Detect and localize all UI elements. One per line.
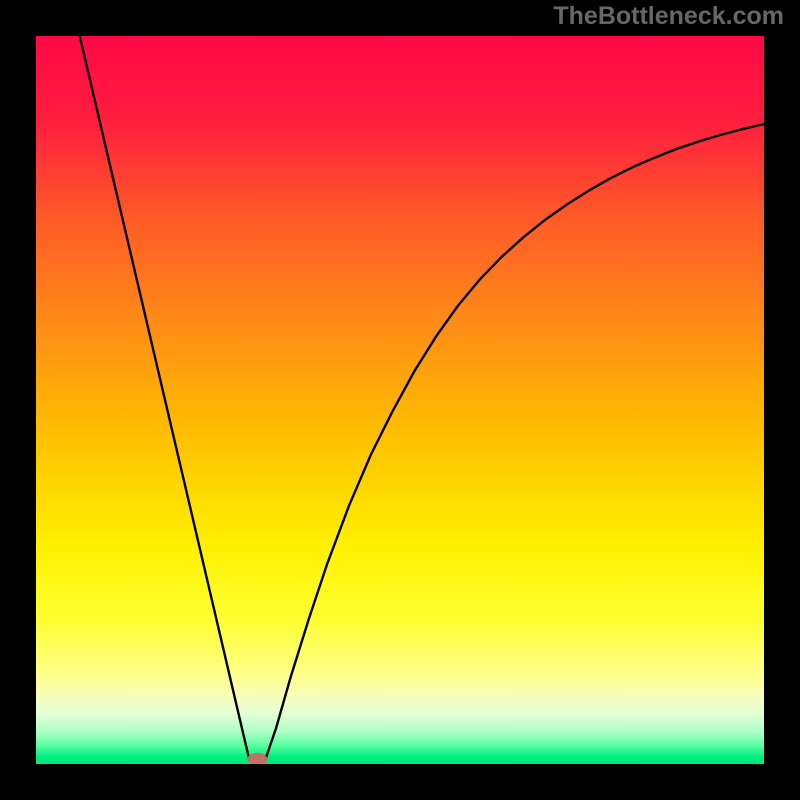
plot-area — [36, 36, 764, 764]
watermark-text: TheBottleneck.com — [553, 2, 784, 31]
chart-frame: TheBottleneck.com — [0, 0, 800, 800]
plot-svg — [36, 36, 764, 764]
